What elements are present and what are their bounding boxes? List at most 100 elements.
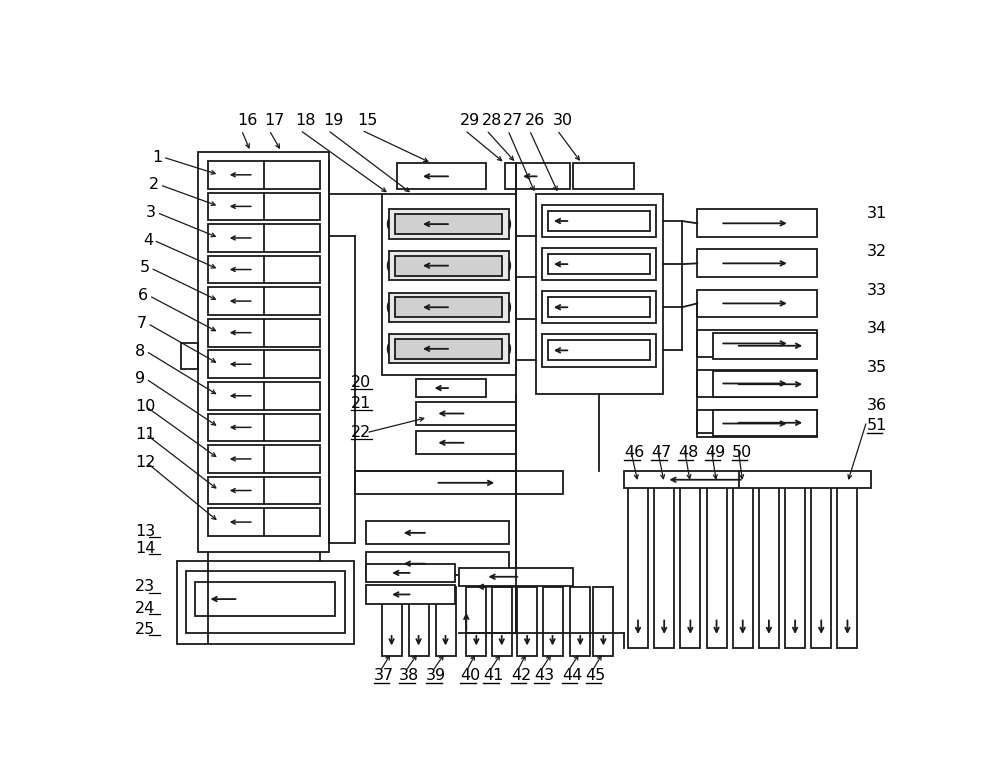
Circle shape [388, 255, 409, 276]
Bar [707, 487, 727, 648]
Bar [542, 334, 656, 366]
Text: 5: 5 [140, 261, 150, 276]
Bar [177, 561, 354, 644]
Circle shape [388, 338, 409, 359]
Bar [733, 487, 753, 648]
Text: 39: 39 [426, 668, 446, 683]
Bar [837, 487, 857, 648]
Text: 4: 4 [143, 233, 153, 247]
Bar [366, 564, 455, 582]
Text: 19: 19 [323, 114, 343, 128]
Bar [208, 413, 320, 442]
Bar [208, 287, 320, 315]
Bar [395, 256, 502, 276]
Bar [181, 343, 198, 369]
Bar [680, 487, 700, 648]
Circle shape [489, 297, 510, 318]
Bar [208, 382, 320, 410]
Text: 31: 31 [867, 206, 887, 221]
Bar [208, 477, 320, 504]
Circle shape [388, 297, 409, 318]
Bar [366, 552, 509, 576]
Bar [697, 370, 817, 397]
Circle shape [489, 213, 510, 235]
Text: 28: 28 [482, 114, 502, 128]
Text: 30: 30 [553, 114, 573, 128]
Bar [395, 298, 502, 317]
Text: 50: 50 [732, 445, 752, 460]
Text: 6: 6 [138, 288, 148, 303]
Bar [713, 371, 817, 397]
Bar [208, 256, 320, 283]
Text: 23: 23 [135, 579, 155, 594]
Bar [389, 293, 509, 322]
Bar [355, 471, 563, 494]
Bar [548, 211, 650, 231]
Text: 18: 18 [295, 114, 316, 128]
Bar [416, 379, 486, 397]
Text: 22: 22 [351, 425, 371, 440]
Bar [570, 586, 590, 656]
Bar [208, 445, 320, 473]
Text: 15: 15 [357, 114, 377, 128]
Text: 49: 49 [705, 445, 725, 460]
Bar [416, 431, 516, 454]
Text: 38: 38 [399, 668, 420, 683]
Bar [389, 251, 509, 280]
Text: 40: 40 [460, 668, 480, 683]
Bar [628, 487, 648, 648]
Bar [543, 586, 563, 656]
Text: 25: 25 [135, 622, 155, 637]
Circle shape [388, 213, 409, 235]
Text: 29: 29 [460, 114, 480, 128]
Bar [366, 585, 455, 604]
Bar [517, 586, 537, 656]
Text: 42: 42 [511, 668, 531, 683]
Bar [459, 568, 573, 586]
Bar [395, 214, 502, 234]
Text: 14: 14 [135, 541, 156, 556]
Text: 10: 10 [135, 399, 156, 414]
Bar [409, 586, 429, 656]
Bar [697, 330, 817, 357]
Bar [389, 210, 509, 239]
Text: 44: 44 [562, 668, 582, 683]
Bar [416, 402, 516, 425]
Bar [492, 586, 512, 656]
Bar [208, 508, 320, 536]
Bar [208, 350, 320, 378]
Text: 46: 46 [624, 445, 644, 460]
Bar [542, 248, 656, 280]
Bar [366, 521, 509, 544]
Text: 17: 17 [265, 114, 285, 128]
Text: 8: 8 [135, 344, 145, 359]
Bar [811, 487, 831, 648]
Text: 21: 21 [351, 396, 371, 411]
Bar [548, 254, 650, 274]
Bar [593, 586, 613, 656]
Bar [382, 586, 402, 656]
Bar [713, 410, 817, 436]
Bar [436, 586, 456, 656]
Circle shape [489, 338, 510, 359]
Bar [548, 341, 650, 360]
Text: 35: 35 [867, 360, 887, 375]
Bar [785, 487, 805, 648]
Text: 33: 33 [867, 283, 887, 298]
Text: 9: 9 [135, 371, 145, 386]
Text: 27: 27 [503, 114, 524, 128]
Text: 47: 47 [651, 445, 671, 460]
Bar [208, 193, 320, 220]
Bar [195, 582, 335, 616]
Bar [624, 471, 871, 488]
Bar [697, 210, 817, 237]
Bar [186, 572, 345, 633]
Bar [697, 250, 817, 277]
Text: 11: 11 [135, 427, 156, 442]
Bar [759, 487, 779, 648]
Text: 43: 43 [534, 668, 554, 683]
Bar [208, 224, 320, 252]
Circle shape [489, 255, 510, 276]
Text: 2: 2 [149, 177, 159, 193]
Text: 51: 51 [867, 417, 887, 432]
